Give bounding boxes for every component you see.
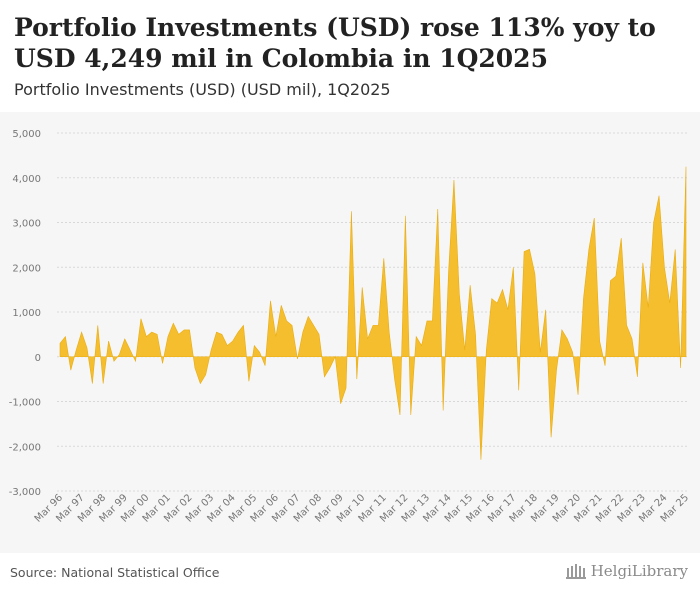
brand-name: HelgiLibrary bbox=[590, 562, 688, 580]
brand-logo[interactable]: HelgiLibrary bbox=[565, 562, 688, 580]
page-title: Portfolio Investments (USD) rose 113% yo… bbox=[14, 13, 656, 73]
chart-area: -3,000 -2,000 -1,000 0 1,000 2,000 3,000 4,000 5… bbox=[0, 112, 700, 553]
data-area bbox=[59, 166, 687, 460]
y-tick-label: 4,000 bbox=[12, 174, 41, 185]
y-tick-label: -1,000 bbox=[9, 398, 41, 409]
y-tick-label: 0 bbox=[35, 353, 41, 364]
header: Portfolio Investments (USD) rose 113% yo… bbox=[0, 0, 700, 112]
y-tick-label: 1,000 bbox=[12, 308, 41, 319]
y-tick-label: 5,000 bbox=[12, 129, 41, 140]
y-tick-label: -2,000 bbox=[9, 442, 41, 453]
footer: Source: National Statistical Office Helg… bbox=[0, 553, 700, 596]
chart-subtitle: Portfolio Investments (USD) (USD mil), 1… bbox=[14, 80, 391, 99]
library-icon bbox=[565, 564, 586, 579]
y-tick-label: 2,000 bbox=[12, 263, 41, 274]
area-chart: -3,000 -2,000 -1,000 0 1,000 2,000 3,000 4,000 5… bbox=[9, 129, 691, 525]
y-tick-label: 3,000 bbox=[12, 219, 41, 230]
y-tick-label: -3,000 bbox=[9, 487, 41, 498]
y-axis: -3,000 -2,000 -1,000 0 1,000 2,000 3,000 4,000 5… bbox=[9, 129, 41, 498]
source-note: Source: National Statistical Office bbox=[10, 565, 220, 580]
